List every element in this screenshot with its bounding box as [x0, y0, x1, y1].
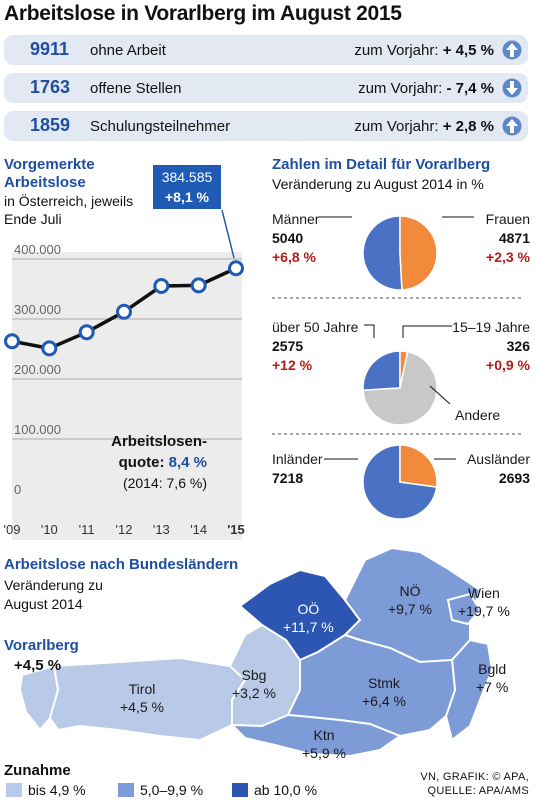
- pie1-right-label: Frauen 4871 +2,3 %: [485, 211, 530, 265]
- leader-line: [364, 324, 375, 338]
- stat-number: 9911: [30, 39, 70, 59]
- legend-label: ab 10,0 %: [254, 782, 318, 798]
- detail-pies: [272, 215, 524, 520]
- pie-slice: [362, 350, 438, 426]
- line-chart-subtitle: in Österreich, jeweils Ende Juli: [4, 193, 134, 227]
- callout-box: 384.585 +8,1 %: [153, 165, 221, 209]
- data-point: [228, 260, 244, 277]
- source-credit: VN, GRAFIK: © APA, QUELLE: APA/AMS: [420, 771, 529, 797]
- detail-title: Zahlen im Detail für Vorarlberg: [272, 156, 491, 173]
- data-point: [116, 303, 132, 320]
- region-label-ooe: OÖ +11,7 %: [283, 601, 334, 635]
- region-label-bgld: Bgld +7 %: [476, 661, 509, 695]
- region-label-tirol: Tirol +4,5 %: [120, 681, 164, 715]
- austria-map: [18, 546, 494, 758]
- legend-label: bis 4,9 %: [28, 782, 86, 798]
- pie-slice: [399, 215, 438, 291]
- region-label-stmk: Stmk +6,4 %: [362, 675, 406, 709]
- y-tick-label: 0: [14, 482, 21, 497]
- arrow-down-icon: [502, 78, 522, 98]
- legend-swatch: [6, 783, 22, 797]
- region-label-sbg: Sbg +3,2 %: [232, 667, 276, 701]
- pie1-left-label: Männer 5040 +6,8 %: [272, 211, 320, 265]
- legend-title: Zunahme: [4, 762, 71, 779]
- stat-number: 1859: [30, 115, 71, 135]
- line-chart-title: Vorgemerkte Arbeitslose: [4, 156, 95, 191]
- data-point: [41, 340, 58, 357]
- detail-subtitle: Veränderung zu August 2014 in %: [272, 176, 484, 192]
- pie-slice: [362, 350, 401, 392]
- map-title: Arbeitslose nach Bundesländern: [4, 556, 239, 573]
- unemployment-rate-note: Arbeitslosen- quote: 8,4 % (2014: 7,6 %): [111, 433, 207, 491]
- data-point: [153, 278, 170, 294]
- vorarlberg-value: +4,5 %: [14, 657, 62, 674]
- region-wien: [446, 592, 482, 626]
- pie-slice: [362, 215, 403, 291]
- stat-label: offene Stellen: [90, 80, 182, 97]
- x-tick-label: '12: [116, 522, 133, 537]
- x-tick-label: '09: [4, 522, 21, 537]
- stat-label: ohne Arbeit: [90, 42, 166, 59]
- map-subtitle: Veränderung zu August 2014: [4, 577, 103, 612]
- x-tick-label: '15: [227, 522, 245, 537]
- pie2-left-label: über 50 Jahre 2575 +12 %: [272, 319, 359, 373]
- vorarlberg-title: Vorarlberg: [4, 637, 79, 654]
- y-tick-label: 200.000: [14, 362, 61, 377]
- line-chart: 0 100.000 200.000 300.000 400.000 '09 '10 '11 '…: [4, 209, 245, 540]
- callout-leader: [221, 209, 235, 259]
- stat-number: 1763: [30, 77, 71, 97]
- data-point: [78, 324, 95, 341]
- stat-comparison: zum Vorjahr: + 2,8 %: [354, 118, 494, 135]
- leader-line: [429, 385, 451, 405]
- x-tick-label: '11: [79, 522, 95, 537]
- legend-swatch: [118, 783, 134, 797]
- data-point: [4, 333, 20, 350]
- pie3-right-label: Ausländer 2693: [466, 451, 530, 486]
- stat-row-trainees: 1859 Schulungsteilnehmer zum Vorjahr: + …: [4, 111, 528, 141]
- region-label-wien: Wien +19,7 %: [458, 585, 510, 619]
- arrow-up-icon: [502, 40, 522, 60]
- leader-line: [402, 325, 452, 338]
- stat-label: Schulungsteilnehmer: [90, 118, 231, 135]
- page-title: Arbeitslose in Vorarlberg im August 2015: [4, 2, 402, 25]
- stat-row-open-positions: 1763 offene Stellen zum Vorjahr: - 7,4 %: [4, 73, 528, 103]
- pie-slice: [399, 444, 438, 488]
- x-tick-label: '13: [153, 522, 170, 537]
- y-tick-label: 100.000: [14, 422, 61, 437]
- pie2-other-label: Andere: [455, 407, 501, 423]
- region-kaernten: [229, 713, 403, 758]
- region-label-noe: NÖ +9,7 %: [388, 583, 432, 617]
- data-point: [190, 277, 207, 294]
- region-label-ktn: Ktn +5,9 %: [302, 727, 346, 761]
- y-tick-label: 400.000: [14, 242, 61, 257]
- pie3-left-label: Inländer 7218: [272, 451, 323, 486]
- x-tick-label: '10: [41, 522, 58, 537]
- x-tick-label: '14: [190, 522, 207, 537]
- y-tick-label: 300.000: [14, 302, 61, 317]
- legend-label: 5,0–9,9 %: [140, 782, 204, 798]
- arrow-up-icon: [502, 116, 522, 136]
- stat-row-unemployed: 9911 ohne Arbeit zum Vorjahr: + 4,5 %: [4, 35, 528, 65]
- plot-background: [12, 252, 242, 540]
- stat-comparison: zum Vorjahr: - 7,4 %: [358, 80, 494, 97]
- region-tirol: [48, 656, 247, 742]
- legend-swatch: [232, 783, 248, 797]
- pie2-right-label: 15–19 Jahre 326 +0,9 %: [452, 319, 530, 373]
- stat-comparison: zum Vorjahr: + 4,5 %: [354, 42, 494, 59]
